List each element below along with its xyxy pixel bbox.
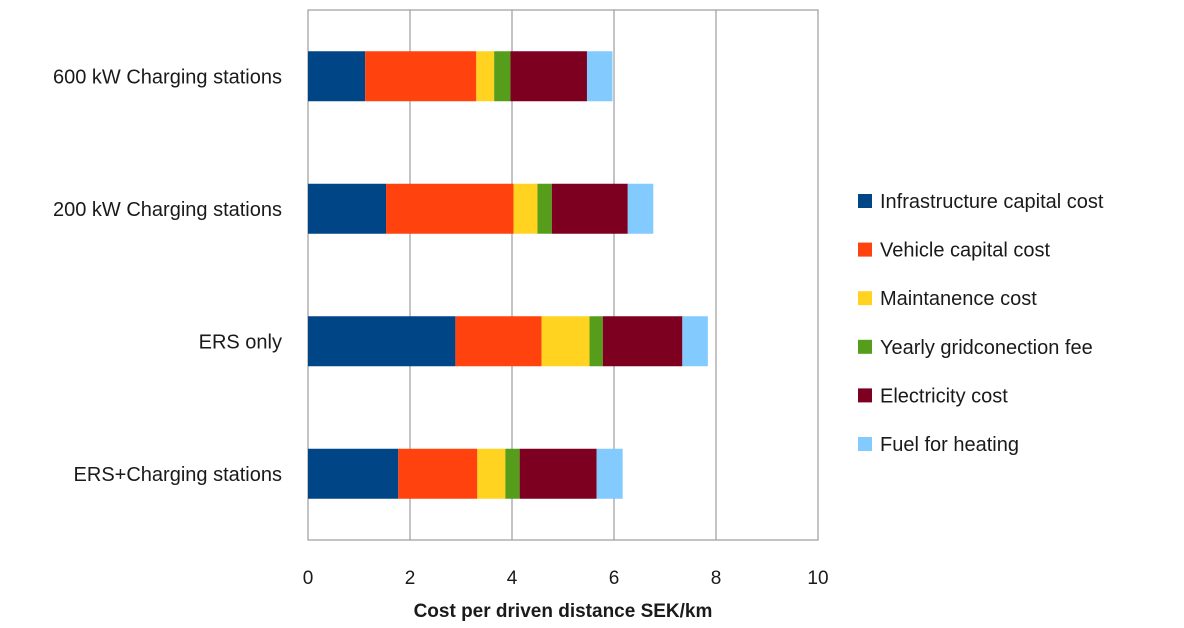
legend-label: Infrastructure capital cost — [880, 191, 1104, 213]
bar-segment — [510, 51, 587, 102]
bar-segment — [586, 51, 613, 102]
x-tick-label: 8 — [711, 568, 722, 589]
legend-swatch — [858, 291, 872, 306]
category-labels: 600 kW Charging stations 200 kW Charging … — [53, 66, 282, 486]
bar-segment — [627, 183, 654, 234]
x-tick-labels: 0 2 4 6 8 10 — [303, 568, 829, 589]
legend-label: Electricity cost — [880, 385, 1008, 407]
bar-segment — [398, 448, 478, 499]
bar-segment — [494, 51, 511, 102]
x-tick-label: 10 — [807, 568, 828, 589]
bar-segment — [513, 183, 538, 234]
category-label: 200 kW Charging stations — [53, 199, 282, 221]
legend: Infrastructure capital cost Vehicle capit… — [858, 191, 1104, 456]
legend-swatch — [858, 437, 872, 451]
bar-segment — [386, 183, 514, 234]
x-tick-label: 2 — [405, 568, 416, 589]
category-label: ERS only — [199, 331, 282, 353]
bar-segment — [476, 51, 495, 102]
bar-segment — [596, 448, 623, 499]
bar-segment — [602, 316, 683, 367]
bar-segment — [455, 316, 542, 367]
legend-label: Maintanence cost — [880, 288, 1037, 310]
bar-segment — [308, 51, 366, 102]
bar-segment — [682, 316, 708, 367]
legend-swatch — [858, 339, 872, 354]
legend-label: Yearly gridconection fee — [880, 337, 1093, 359]
bar-segment — [541, 316, 590, 367]
bar-segment — [308, 316, 456, 367]
legend-swatch — [858, 388, 872, 403]
x-tick-label: 0 — [303, 568, 314, 589]
x-tick-label: 6 — [609, 568, 620, 589]
legend-label: Fuel for heating — [880, 434, 1019, 456]
x-tick-label: 4 — [507, 568, 518, 589]
bar-segment — [308, 183, 387, 234]
legend-swatch — [858, 242, 872, 257]
legend-label: Vehicle capital cost — [880, 240, 1051, 262]
bar-segment — [365, 51, 477, 102]
legend-swatch — [858, 194, 872, 208]
bar-segment — [477, 448, 506, 499]
category-label: ERS+Charging stations — [74, 464, 282, 486]
bar-segment — [308, 448, 399, 499]
x-axis-title: Cost per driven distance SEK/km — [414, 601, 713, 622]
bar-segment — [505, 448, 520, 499]
bar-segment — [589, 316, 603, 367]
bar-segment — [537, 183, 552, 234]
bar-segment — [551, 183, 628, 234]
bar-segment — [519, 448, 597, 499]
plot-area-frame — [307, 9, 819, 541]
bar-segments — [308, 51, 708, 499]
category-label: 600 kW Charging stations — [53, 66, 282, 88]
